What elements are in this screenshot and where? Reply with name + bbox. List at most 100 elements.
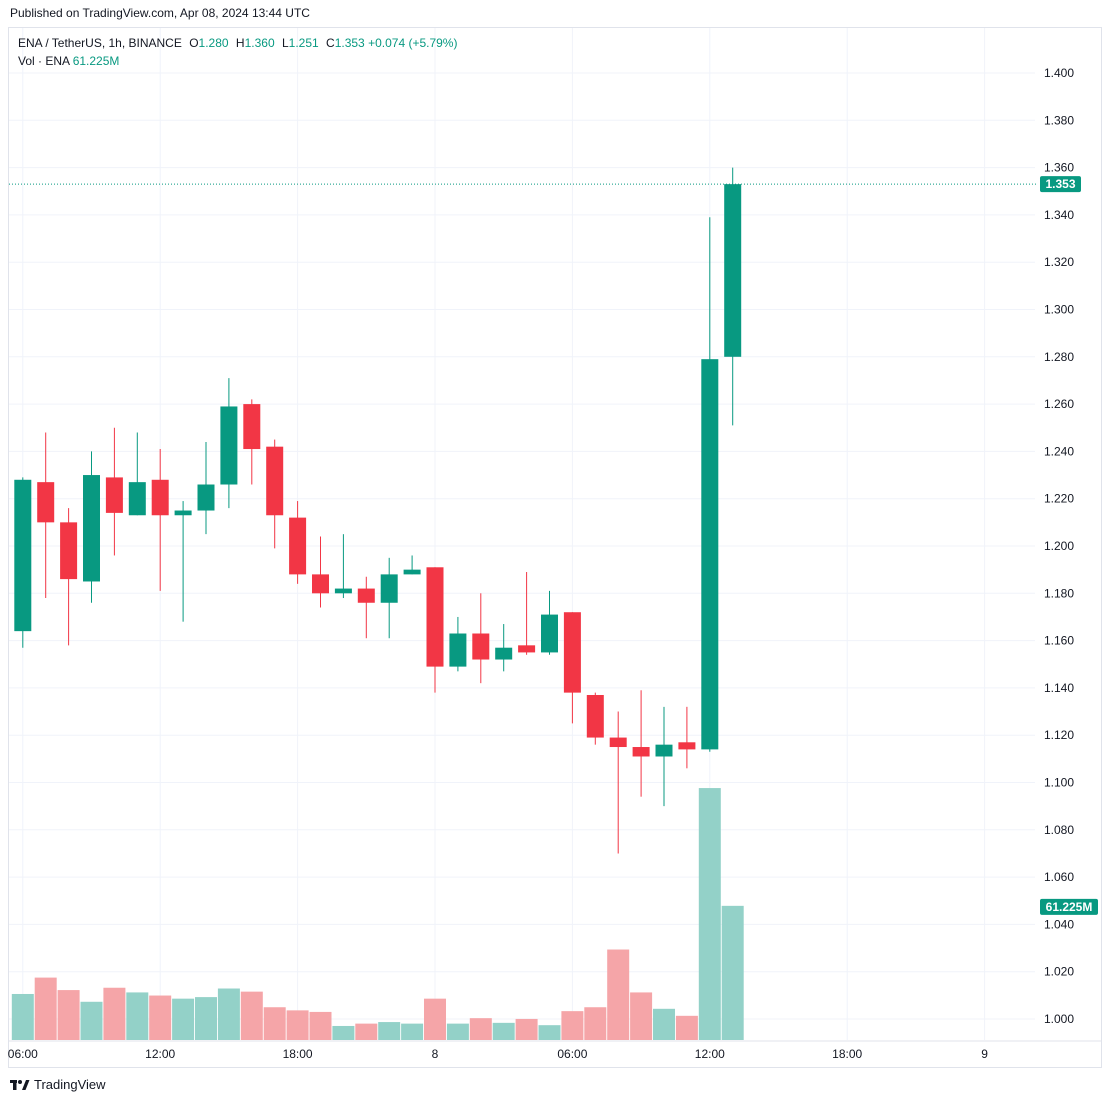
candle-body — [174, 510, 192, 516]
candle-body — [449, 633, 467, 667]
legend-volume-value: 61.225M — [72, 54, 120, 68]
price-tick-label: 1.060 — [1044, 870, 1074, 884]
volume-bar — [698, 788, 721, 1040]
price-tick-label: 1.040 — [1044, 917, 1074, 931]
time-axis[interactable]: 06:00 12:00 18:00 8 06:00 12:00 18:00 9 — [8, 1040, 1101, 1061]
volume-bar — [355, 1023, 378, 1040]
price-tick-label: 1.260 — [1044, 397, 1074, 411]
candle-body — [14, 479, 32, 632]
candle-body — [518, 645, 536, 653]
last-price-label: 1.353 — [1045, 177, 1075, 191]
candle-body — [83, 475, 100, 582]
price-tick-label: 1.140 — [1044, 681, 1074, 695]
price-tick-label: 1.380 — [1044, 113, 1074, 127]
candle-body — [586, 694, 604, 738]
volume-bar — [584, 1007, 607, 1040]
candle-body — [563, 612, 581, 693]
volume-bar — [309, 1011, 332, 1040]
time-tick-label: 06:00 — [8, 1047, 38, 1061]
volume-bar — [57, 990, 80, 1040]
volume-bar — [34, 977, 57, 1040]
time-tick-label: 9 — [981, 1047, 988, 1061]
price-tick-label: 1.280 — [1044, 350, 1074, 364]
time-tick-label: 8 — [432, 1047, 439, 1061]
candle-body — [220, 406, 238, 485]
price-tick-label: 1.400 — [1044, 66, 1074, 80]
candle-body — [724, 184, 742, 357]
legend-volume-label[interactable]: Vol · ENA — [18, 54, 70, 68]
chart-legend: ENA / TetherUS, 1h, BINANCE O1.280 H1.36… — [18, 34, 457, 70]
candle-body — [197, 484, 215, 511]
legend-open-value: 1.280 — [198, 36, 229, 50]
price-tick-label: 1.120 — [1044, 728, 1074, 742]
time-tick-label: 18:00 — [283, 1047, 313, 1061]
price-tick-label: 1.160 — [1044, 634, 1074, 648]
candle-body — [357, 588, 375, 603]
time-tick-label: 12:00 — [695, 1047, 725, 1061]
volume-bar — [149, 995, 172, 1040]
legend-low-value: 1.251 — [288, 36, 319, 50]
price-tick-label: 1.000 — [1044, 1012, 1074, 1026]
time-tick-label: 12:00 — [145, 1047, 175, 1061]
volume-bar — [492, 1022, 515, 1040]
candle-body — [472, 633, 490, 660]
time-tick-label: 06:00 — [557, 1047, 587, 1061]
volume-bar — [424, 998, 446, 1040]
legend-ohlc-row: ENA / TetherUS, 1h, BINANCE O1.280 H1.36… — [18, 34, 457, 52]
published-caption: Published on TradingView.com, Apr 08, 20… — [10, 6, 310, 20]
volume-bar — [446, 1023, 469, 1040]
legend-change: +0.074 (+5.79%) — [368, 36, 458, 50]
candle-body — [541, 614, 558, 653]
volume-bar — [263, 1007, 286, 1040]
candle-body — [426, 567, 444, 667]
candle-body — [632, 747, 650, 757]
volume-bar — [721, 905, 744, 1040]
price-tick-label: 1.020 — [1044, 965, 1074, 979]
candle-body — [312, 574, 329, 594]
volume-bars — [11, 788, 744, 1040]
candle-body — [105, 477, 123, 513]
candle-body — [495, 647, 513, 660]
legend-close-value: 1.353 — [334, 36, 365, 50]
candle-body — [655, 744, 673, 757]
volume-bar — [172, 998, 195, 1040]
candle-body — [678, 742, 696, 750]
price-tick-label: 1.100 — [1044, 776, 1074, 790]
legend-open-label: O — [189, 36, 199, 50]
volume-bar — [378, 1022, 401, 1040]
volume-bar — [675, 1015, 698, 1040]
volume-bar — [286, 1010, 309, 1040]
volume-bar — [80, 1001, 103, 1040]
footer-brand[interactable]: TradingView — [34, 1077, 106, 1092]
volume-bar — [126, 992, 149, 1040]
volume-bar — [103, 987, 126, 1040]
price-tick-label: 1.080 — [1044, 823, 1074, 837]
tradingview-logo-icon[interactable] — [10, 1079, 30, 1091]
candle-body — [266, 446, 284, 516]
chart-frame — [8, 27, 1102, 1068]
price-axis[interactable]: 1.400 1.380 1.360 1.340 1.320 1.300 1.280 1.260… — [1040, 66, 1098, 1026]
candle-body — [403, 569, 421, 575]
candle-body — [37, 482, 55, 523]
footer: TradingView — [10, 1077, 106, 1092]
volume-bar — [538, 1025, 561, 1040]
candle-body — [701, 359, 719, 750]
candle-body — [128, 482, 146, 516]
candle-body — [60, 522, 78, 580]
legend-volume-row: Vol · ENA 61.225M — [18, 52, 457, 70]
volume-bar — [11, 993, 34, 1040]
legend-high-value: 1.360 — [244, 36, 275, 50]
volume-bar — [515, 1018, 538, 1040]
price-tick-label: 1.240 — [1044, 444, 1074, 458]
volume-bar — [195, 997, 217, 1040]
price-tick-label: 1.220 — [1044, 492, 1074, 506]
volume-bar — [469, 1018, 492, 1040]
legend-symbol[interactable]: ENA / TetherUS, 1h, BINANCE — [18, 36, 182, 50]
price-tick-label: 1.360 — [1044, 161, 1074, 175]
candle-body — [243, 404, 261, 450]
volume-bar — [332, 1025, 355, 1040]
candle-body — [609, 737, 627, 748]
last-price-tag — [1040, 176, 1081, 193]
price-tick-label: 1.340 — [1044, 208, 1074, 222]
